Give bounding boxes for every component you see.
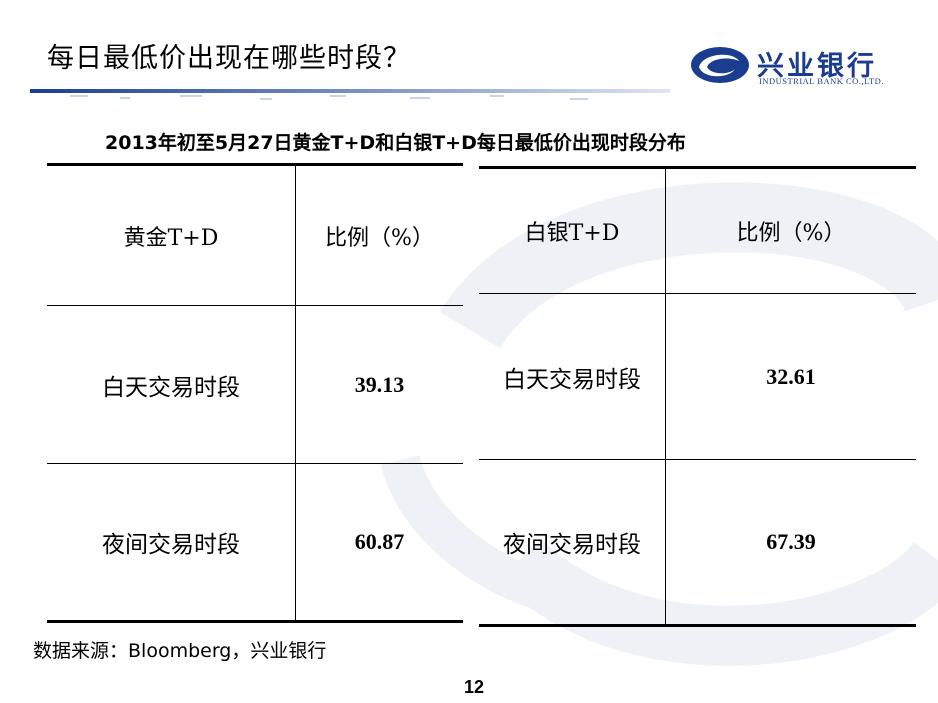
table-row: 夜间交易时段 60.87 xyxy=(47,463,463,623)
data-source-note: 数据来源：Bloomberg，兴业银行 xyxy=(33,640,327,662)
slide-title: 每日最低价出现在哪些时段？ xyxy=(47,43,411,74)
table-header-row: 白银T+D 比例（%） xyxy=(479,166,916,294)
silver-day-label: 白天交易时段 xyxy=(479,293,666,460)
gold-header-name: 黄金T+D xyxy=(47,163,296,306)
gold-table: 黄金T+D 比例（%） 白天交易时段 39.13 夜间交易时段 60.87 xyxy=(47,163,463,623)
bank-name-cn: 兴业银行 xyxy=(757,51,877,82)
silver-day-value: 32.61 xyxy=(665,293,916,460)
gold-night-label: 夜间交易时段 xyxy=(47,463,296,623)
silver-header-name: 白银T+D xyxy=(479,166,666,294)
table-row: 白天交易时段 32.61 xyxy=(479,293,916,460)
silver-header-ratio: 比例（%） xyxy=(665,166,916,294)
title-divider xyxy=(30,89,670,100)
silver-night-label: 夜间交易时段 xyxy=(479,459,666,627)
gold-day-label: 白天交易时段 xyxy=(47,305,296,464)
bank-logo-icon xyxy=(691,47,749,83)
table-header-row: 黄金T+D 比例（%） xyxy=(47,163,463,306)
gold-day-value: 39.13 xyxy=(295,305,463,464)
bank-logo: 兴业银行 INDUSTRIAL BANK CO.,LTD. xyxy=(689,42,899,92)
silver-table: 白银T+D 比例（%） 白天交易时段 32.61 夜间交易时段 67.39 xyxy=(479,166,916,627)
bank-name-en: INDUSTRIAL BANK CO.,LTD. xyxy=(759,76,884,86)
gold-night-value: 60.87 xyxy=(295,463,463,623)
table-row: 白天交易时段 39.13 xyxy=(47,305,463,464)
table-caption: 2013年初至5月27日黄金T+D和白银T+D每日最低价出现时段分布 xyxy=(105,132,686,154)
silver-night-value: 67.39 xyxy=(665,459,916,627)
table-row: 夜间交易时段 67.39 xyxy=(479,459,916,627)
page-number: 12 xyxy=(464,677,485,697)
gold-header-ratio: 比例（%） xyxy=(295,163,463,306)
